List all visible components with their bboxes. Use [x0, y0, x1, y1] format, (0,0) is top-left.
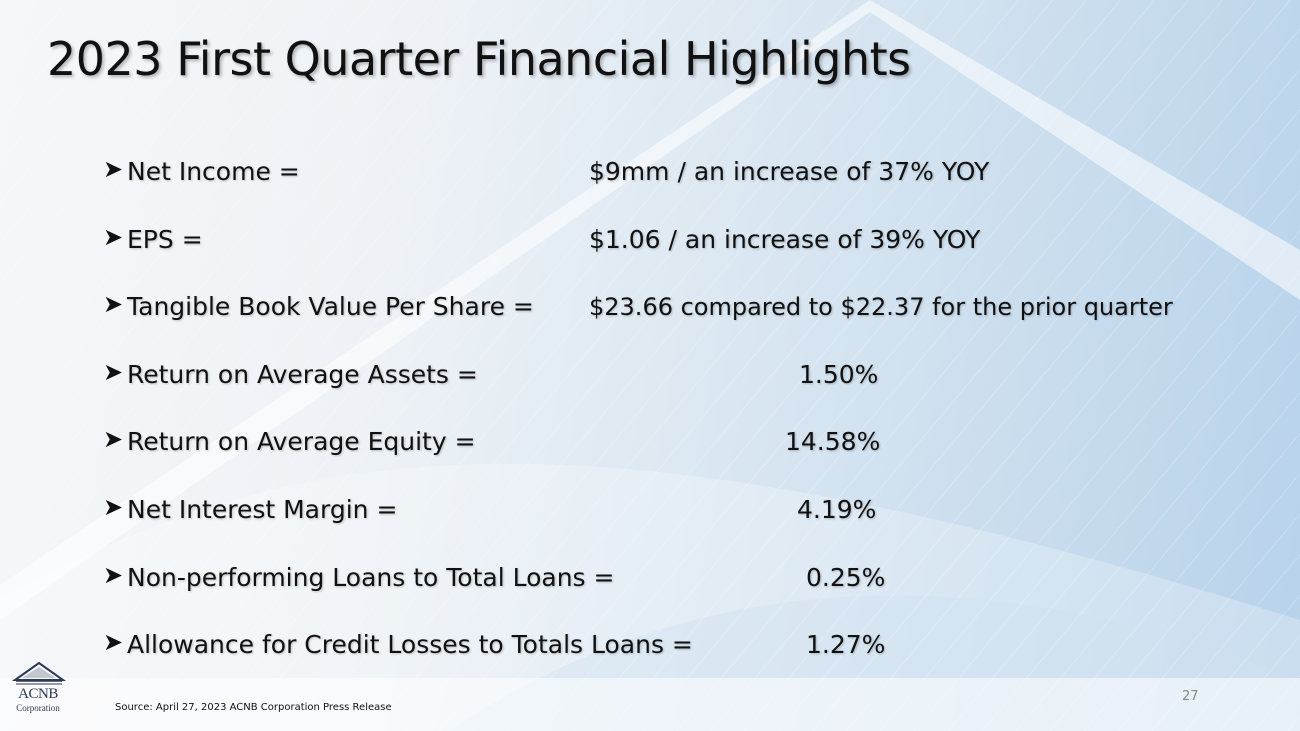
item-label: Net Income =: [127, 157, 300, 186]
arrow-bullet-icon: ➤: [103, 425, 124, 453]
item-label: Allowance for Credit Losses to Totals Lo…: [127, 630, 693, 659]
item-label: Non-performing Loans to Total Loans =: [127, 563, 615, 592]
list-item: ➤ Return on Average Assets = 1.50%: [103, 355, 1283, 395]
item-value: 4.19%: [797, 495, 877, 524]
item-label: Net Interest Margin =: [127, 495, 398, 524]
footer-band: [0, 678, 1300, 731]
item-value: $9mm / an increase of 37% YOY: [589, 157, 990, 186]
item-value: 0.25%: [806, 563, 886, 592]
arrow-bullet-icon: ➤: [103, 290, 124, 318]
arrow-bullet-icon: ➤: [103, 493, 124, 521]
list-item: ➤ Net Income = $9mm / an increase of 37%…: [103, 152, 1283, 192]
arrow-bullet-icon: ➤: [103, 358, 124, 386]
arrow-bullet-icon: ➤: [103, 155, 124, 183]
list-item: ➤ Net Interest Margin = 4.19%: [103, 490, 1283, 530]
arrow-bullet-icon: ➤: [103, 628, 124, 656]
list-item: ➤ Allowance for Credit Losses to Totals …: [103, 625, 1283, 665]
list-item: ➤ Non-performing Loans to Total Loans = …: [103, 558, 1283, 598]
arrow-bullet-icon: ➤: [103, 223, 124, 251]
logo-wordmark: ACNB: [18, 686, 58, 702]
item-value: $23.66 compared to $22.37 for the prior …: [589, 293, 1173, 321]
item-value: 1.50%: [799, 360, 879, 389]
arrow-bullet-icon: ➤: [103, 561, 124, 589]
item-value: $1.06 / an increase of 39% YOY: [589, 225, 981, 254]
logo-subtitle: Corporation: [16, 703, 60, 713]
page-number: 27: [1182, 689, 1199, 704]
item-value: 1.27%: [806, 630, 886, 659]
list-item: ➤ Return on Average Equity = 14.58%: [103, 422, 1283, 462]
item-label: Return on Average Assets =: [127, 360, 478, 389]
list-item: ➤ EPS = $1.06 / an increase of 39% YOY: [103, 220, 1283, 260]
list-item: ➤ Tangible Book Value Per Share = $23.66…: [103, 287, 1283, 327]
page-title: 2023 First Quarter Financial Highlights: [47, 32, 911, 86]
item-label: Return on Average Equity =: [127, 427, 476, 456]
source-note: Source: April 27, 2023 ACNB Corporation …: [115, 702, 392, 713]
item-value: 14.58%: [785, 427, 881, 456]
item-label: Tangible Book Value Per Share =: [127, 292, 534, 321]
acnb-logo-icon: [11, 661, 67, 685]
item-label: EPS =: [127, 225, 203, 254]
